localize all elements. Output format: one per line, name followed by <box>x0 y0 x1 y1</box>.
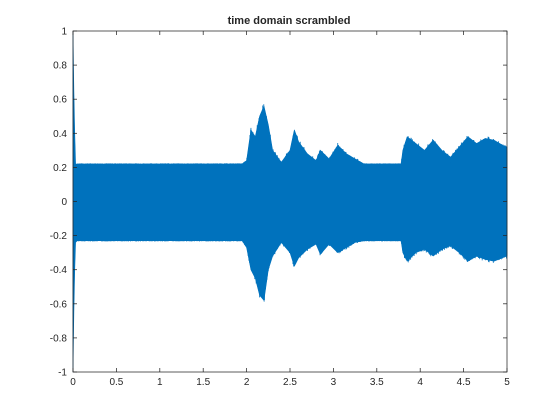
x-tick-label: 3.5 <box>370 377 384 388</box>
x-tick-label: 0.5 <box>109 377 123 388</box>
y-tick-label: 0.4 <box>53 129 67 140</box>
y-tick-label: -1 <box>58 368 67 379</box>
y-tick-label: -0.6 <box>50 299 68 310</box>
x-tick-label: 1 <box>157 377 163 388</box>
x-tick-label: 4 <box>417 377 423 388</box>
y-axis: -1 -0.8 -0.6 -0.4 -0.2 0 0.2 0.4 0.6 0.8 1 <box>50 27 507 379</box>
y-tick-label: -0.2 <box>50 231 68 242</box>
y-tick-label: -0.8 <box>50 333 68 344</box>
x-tick-label: 1.5 <box>196 377 210 388</box>
y-tick-label: 0.2 <box>53 163 67 174</box>
y-tick-label: 0 <box>61 197 67 208</box>
x-tick-label: 2.5 <box>283 377 297 388</box>
chart-title: time domain scrambled <box>228 15 351 27</box>
y-tick-label: 1 <box>61 27 67 38</box>
y-tick-label: 0.6 <box>53 95 67 106</box>
x-tick-label: 4.5 <box>457 377 471 388</box>
y-tick-label: -0.4 <box>50 265 68 276</box>
x-axis: 0 0.5 1 1.5 2 2.5 3 3.5 4 4.5 5 <box>70 31 510 388</box>
series-0-spikes <box>76 104 508 302</box>
x-tick-label: 2 <box>244 377 250 388</box>
y-tick-label: 0.8 <box>53 61 67 72</box>
x-tick-label: 5 <box>504 377 510 388</box>
x-tick-label: 3 <box>331 377 337 388</box>
x-tick-label: 0 <box>70 377 76 388</box>
